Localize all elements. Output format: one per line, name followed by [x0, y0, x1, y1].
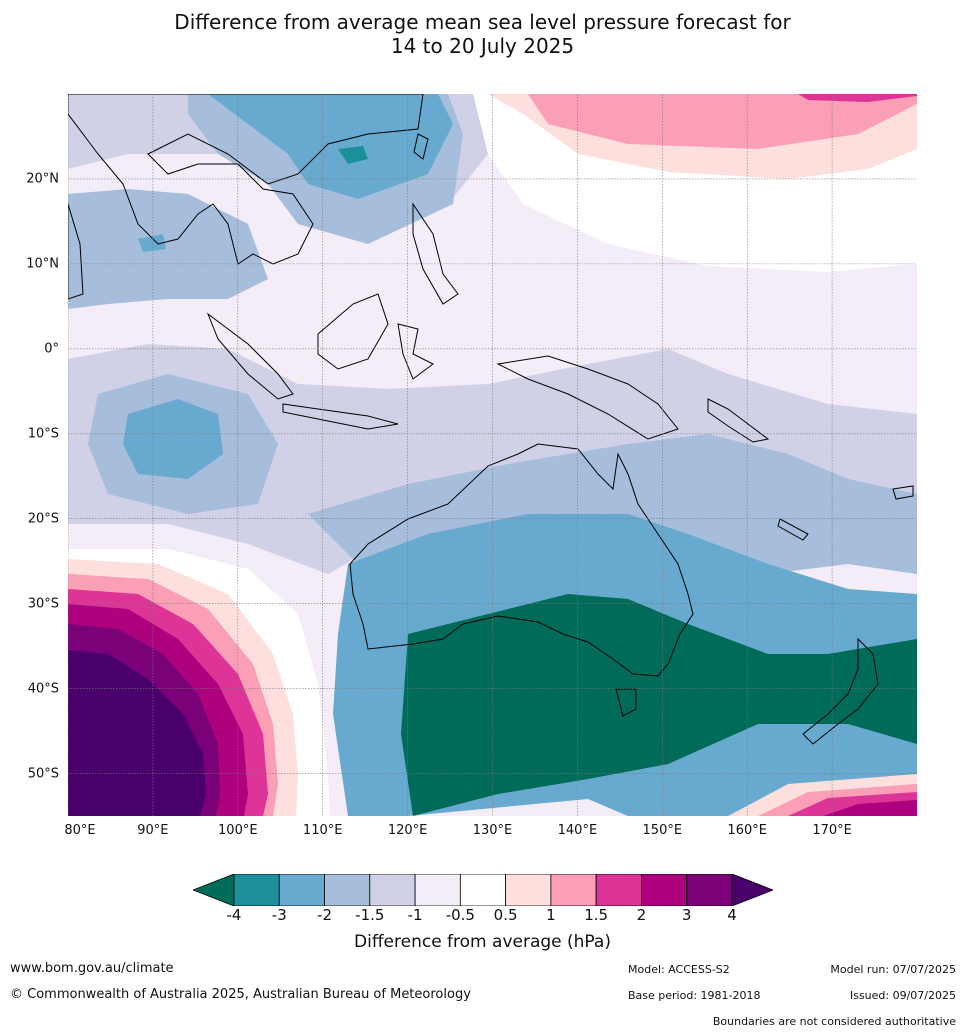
footer-copyright: © Commonwealth of Australia 2025, Austra… — [10, 987, 471, 1002]
contour-se-p2 — [823, 800, 917, 816]
coast-sulawesi — [397, 323, 434, 380]
colorbar-segment — [641, 874, 688, 906]
latitude-tick-label: 10°S — [27, 426, 59, 442]
colorbar-segment — [550, 874, 597, 906]
latitude-tick-label: 40°S — [27, 681, 59, 697]
longitude-tick-label: 140°E — [557, 823, 598, 838]
colorbar-segment — [324, 874, 371, 906]
footer-base-period: Base period: 1981-2018 — [628, 989, 761, 1002]
colorbar-tick-label: -1 — [407, 906, 423, 924]
longitude-tick-label: 150°E — [642, 823, 683, 838]
coast-india-tip — [68, 203, 84, 300]
colorbar-tick-label: -3 — [271, 906, 287, 924]
coast-philippines — [412, 202, 459, 305]
coast-java — [282, 403, 399, 430]
coast-fiji — [892, 485, 914, 500]
latitude-tick-label: 20°S — [27, 511, 59, 527]
contour-sw-p4 — [68, 650, 206, 816]
contour-n-m15 — [68, 189, 268, 309]
footer-model: Model: ACCESS-S2 — [628, 963, 730, 976]
contour-n-m2b — [138, 234, 166, 252]
footer-issued: Issued: 09/07/2025 — [849, 989, 956, 1002]
colorbar-segment — [686, 874, 733, 906]
title-line-2: 14 to 20 July 2025 — [390, 34, 575, 58]
footer-model-run: Model run: 07/07/2025 — [830, 963, 956, 976]
colorbar-tick-label: 4 — [727, 906, 737, 924]
colorbar-tick-label: 1.5 — [584, 906, 609, 924]
chart-title: Difference from average mean sea level p… — [0, 10, 965, 58]
colorbar-tick-label: 0.5 — [493, 906, 518, 924]
colorbar-segment — [414, 874, 461, 906]
contour-np-p1 — [528, 94, 917, 149]
coast-new-caledonia — [777, 518, 809, 541]
longitude-tick-label: 110°E — [302, 823, 343, 838]
contour-n-m2 — [208, 94, 453, 199]
longitude-tick-label: 170°E — [812, 823, 852, 838]
coast-australia — [349, 443, 694, 677]
graticule — [68, 94, 917, 816]
coast-borneo — [317, 293, 389, 370]
coast-sumatra — [206, 312, 294, 400]
colorbar-extend-high — [731, 874, 773, 906]
colorbar-segment — [459, 874, 507, 906]
map-canvas — [68, 94, 917, 816]
longitude-tick-label: 80°E — [64, 823, 96, 838]
colorbar-segment — [595, 874, 642, 906]
coast-new-zealand — [802, 637, 879, 745]
colorbar-tick-label: 3 — [681, 906, 692, 924]
footer-disclaimer: Boundaries are not considered authoritat… — [712, 1015, 956, 1028]
colorbar-tick-label: -4 — [226, 906, 242, 924]
latitude-tick-label: 50°S — [27, 766, 59, 782]
latitude-tick-label: 30°S — [27, 596, 59, 612]
latitude-tick-label: 0° — [44, 341, 59, 357]
longitude-tick-label: 100°E — [218, 823, 258, 838]
longitude-tick-label: 130°E — [472, 823, 513, 838]
colorbar-label: Difference from average (hPa) — [354, 932, 611, 952]
coast-new-guinea — [496, 355, 679, 440]
pressure-map — [68, 94, 917, 816]
footer-website[interactable]: www.bom.gov.au/climate — [10, 961, 174, 976]
colorbar-segment — [369, 874, 416, 906]
colorbar-tick-label: 1 — [546, 906, 556, 924]
coast-solomons — [707, 398, 770, 443]
title-line-1: Difference from average mean sea level p… — [174, 10, 791, 34]
colorbar-tick-label: -0.5 — [445, 906, 475, 924]
colorbar-segment — [233, 874, 280, 906]
longitude-tick-label: 90°E — [137, 823, 169, 838]
coast-taiwan — [413, 133, 429, 160]
colorbar-segment — [278, 874, 325, 906]
contour-s-m4 — [401, 594, 917, 816]
longitude-tick-label: 160°E — [727, 823, 767, 838]
colorbar — [193, 874, 773, 906]
contour-np-p15 — [798, 94, 917, 102]
colorbar-tick-label: 2 — [636, 906, 647, 924]
longitude-tick-label: 120°E — [387, 823, 428, 838]
colorbar-extend-low — [193, 874, 235, 906]
contour-c-m2 — [123, 399, 223, 479]
coast-tasmania — [615, 688, 637, 717]
colorbar-tick-label: -2 — [317, 906, 333, 924]
latitude-tick-label: 10°N — [26, 256, 59, 272]
latitude-tick-label: 20°N — [26, 171, 59, 187]
colorbar-tick-label: -1.5 — [355, 906, 385, 924]
contour-n-m3 — [338, 146, 368, 164]
colorbar-segment — [505, 874, 552, 906]
